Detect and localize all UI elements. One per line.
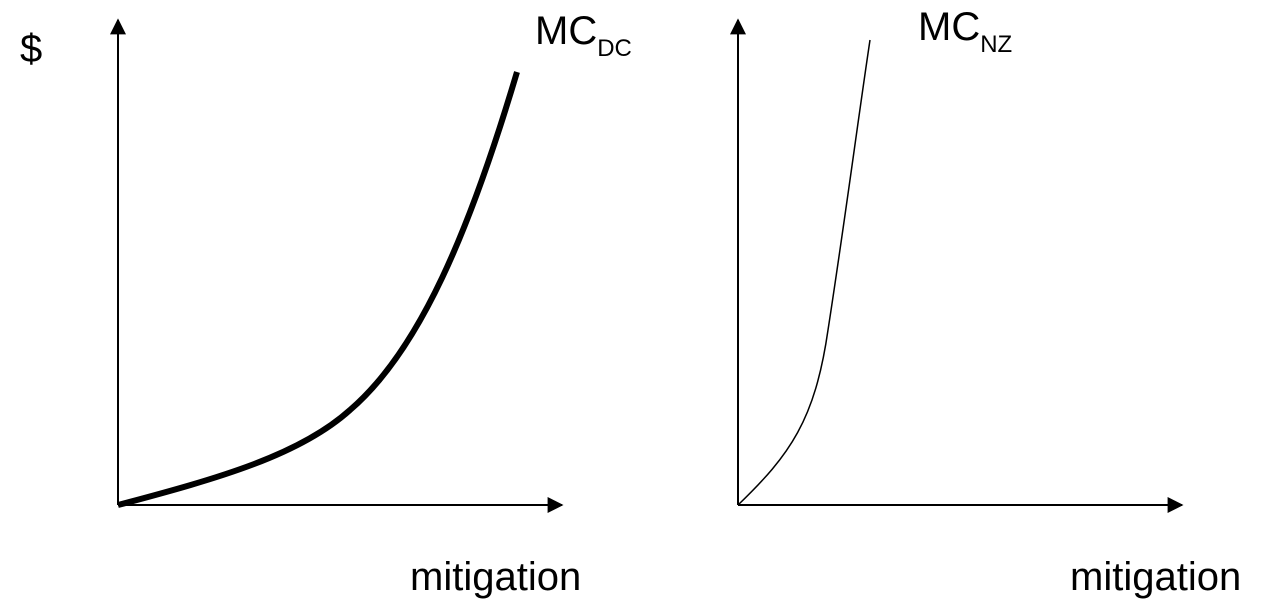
x-label: mitigation bbox=[1070, 555, 1241, 599]
x-label: mitigation bbox=[410, 555, 581, 599]
curve-label: MCNZ bbox=[918, 5, 1012, 58]
curve-label: MCDC bbox=[535, 9, 632, 62]
curve-label-main: MC bbox=[918, 5, 980, 49]
curve bbox=[117, 71, 520, 508]
y-label: $ bbox=[20, 27, 42, 71]
curve-label-sub: DC bbox=[597, 35, 632, 62]
curve-label-sub: NZ bbox=[980, 31, 1012, 58]
curve-label-main: MC bbox=[535, 9, 597, 53]
curve bbox=[737, 39, 871, 506]
